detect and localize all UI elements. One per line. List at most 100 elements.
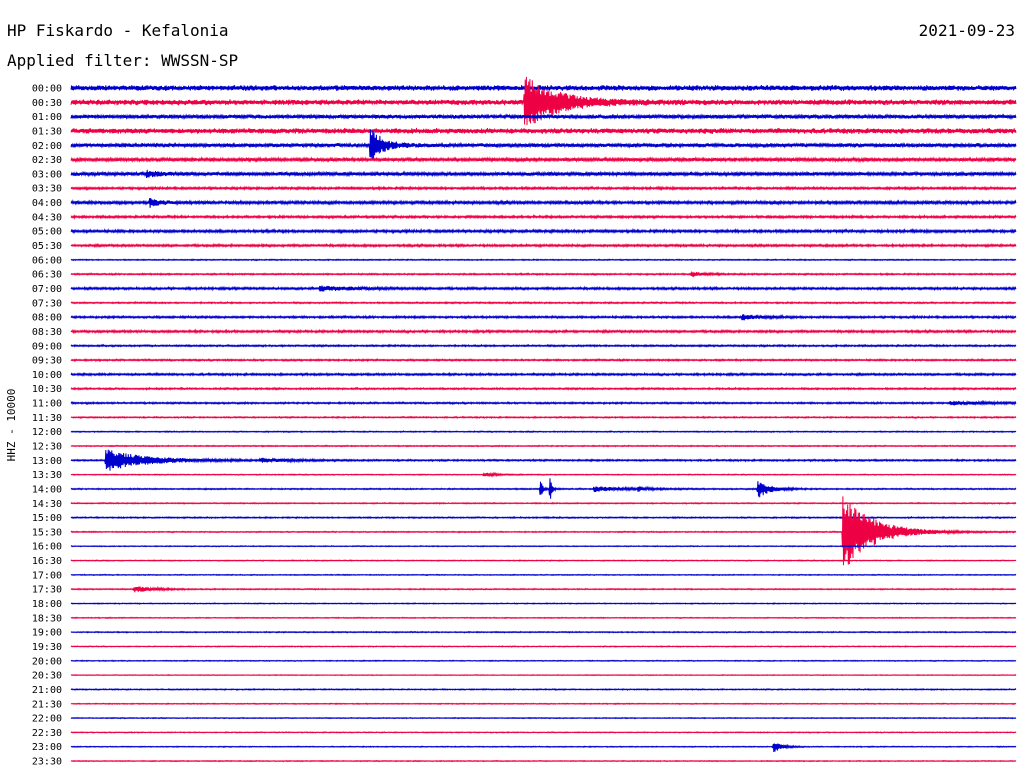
row-time-label: 07:30 bbox=[32, 298, 62, 309]
row-time-label: 00:30 bbox=[32, 98, 62, 109]
seismic-trace bbox=[70, 444, 1017, 448]
row-time-label: 09:00 bbox=[32, 341, 62, 352]
seismic-trace bbox=[70, 573, 1017, 577]
row-time-label: 13:30 bbox=[32, 470, 62, 481]
row-time-label: 23:00 bbox=[32, 742, 62, 753]
seismic-trace bbox=[70, 343, 1017, 349]
row-time-label: 04:30 bbox=[32, 212, 62, 223]
seismic-trace bbox=[70, 559, 1017, 562]
seismic-trace bbox=[70, 430, 1017, 434]
row-time-label: 05:00 bbox=[32, 227, 62, 238]
seismic-trace bbox=[70, 300, 1017, 305]
row-time-label: 20:00 bbox=[32, 656, 62, 667]
row-time-label: 04:00 bbox=[32, 198, 62, 209]
row-time-label: 21:30 bbox=[32, 699, 62, 710]
trace-group bbox=[70, 76, 1017, 763]
row-time-label: 02:30 bbox=[32, 155, 62, 166]
seismic-trace bbox=[70, 731, 1017, 734]
seismic-trace bbox=[70, 659, 1017, 663]
seismic-trace bbox=[70, 357, 1017, 363]
row-time-label: 10:00 bbox=[32, 370, 62, 381]
row-time-label: 18:00 bbox=[32, 599, 62, 610]
seismic-trace bbox=[70, 501, 1017, 505]
seismic-trace bbox=[70, 687, 1017, 692]
seismic-trace bbox=[70, 185, 1017, 192]
seismic-trace bbox=[70, 129, 1017, 161]
seismic-trace bbox=[70, 645, 1017, 648]
row-time-label: 14:00 bbox=[32, 484, 62, 495]
seismic-trace bbox=[70, 630, 1017, 634]
row-time-label: 13:00 bbox=[32, 456, 62, 467]
row-label-group: 00:00 00:30 01:00 01:30 02:00 02:30 03:00 03:30… bbox=[32, 84, 62, 768]
row-time-label: 11:30 bbox=[32, 413, 62, 424]
row-time-label: 22:00 bbox=[32, 714, 62, 725]
seismic-trace bbox=[70, 602, 1017, 605]
seismic-trace bbox=[70, 227, 1017, 235]
row-time-label: 15:30 bbox=[32, 527, 62, 538]
seismic-trace bbox=[70, 415, 1017, 420]
row-time-label: 03:00 bbox=[32, 169, 62, 180]
seismic-trace bbox=[70, 258, 1017, 262]
seismic-trace bbox=[70, 169, 1017, 179]
row-time-label: 06:00 bbox=[32, 255, 62, 266]
row-time-label: 14:30 bbox=[32, 499, 62, 510]
seismic-trace bbox=[70, 386, 1017, 391]
row-time-label: 19:30 bbox=[32, 642, 62, 653]
row-time-label: 11:00 bbox=[32, 399, 62, 410]
seismic-trace bbox=[70, 743, 1017, 753]
date-label: 2021-09-23 bbox=[919, 21, 1015, 40]
seismic-trace bbox=[70, 616, 1017, 620]
seismic-trace bbox=[70, 213, 1017, 221]
seismic-trace bbox=[70, 515, 1017, 520]
row-time-label: 01:30 bbox=[32, 126, 62, 137]
row-time-label: 02:00 bbox=[32, 141, 62, 152]
row-time-label: 17:30 bbox=[32, 585, 62, 596]
seismic-trace bbox=[70, 449, 1017, 471]
seismic-trace bbox=[70, 76, 1017, 126]
seismic-trace bbox=[70, 759, 1017, 763]
seismic-trace bbox=[70, 198, 1017, 208]
filter-label: Applied filter: WWSSN-SP bbox=[7, 51, 238, 70]
row-time-label: 19:00 bbox=[32, 628, 62, 639]
seismic-trace bbox=[70, 673, 1017, 677]
seismic-trace bbox=[70, 471, 1017, 478]
seismic-trace bbox=[70, 371, 1017, 378]
row-time-label: 09:30 bbox=[32, 356, 62, 367]
seismic-trace bbox=[70, 242, 1017, 249]
row-time-label: 16:00 bbox=[32, 542, 62, 553]
seismic-trace bbox=[70, 328, 1017, 335]
seismic-trace bbox=[70, 127, 1017, 135]
seismic-trace bbox=[70, 314, 1017, 321]
row-time-label: 15:00 bbox=[32, 513, 62, 524]
row-time-label: 08:30 bbox=[32, 327, 62, 338]
row-time-label: 00:00 bbox=[32, 84, 62, 95]
seismic-trace bbox=[70, 113, 1017, 121]
row-time-label: 23:30 bbox=[32, 757, 62, 768]
row-time-label: 01:00 bbox=[32, 112, 62, 123]
row-time-label: 18:30 bbox=[32, 613, 62, 624]
seismic-trace bbox=[70, 271, 1017, 277]
seismic-trace bbox=[70, 84, 1017, 92]
seismic-trace bbox=[70, 399, 1017, 407]
row-time-label: 16:30 bbox=[32, 556, 62, 567]
row-time-label: 12:30 bbox=[32, 442, 62, 453]
row-time-label: 12:00 bbox=[32, 427, 62, 438]
row-time-label: 20:30 bbox=[32, 671, 62, 682]
row-time-label: 06:30 bbox=[32, 270, 62, 281]
row-time-label: 08:00 bbox=[32, 313, 62, 324]
seismic-trace bbox=[70, 496, 1017, 566]
y-axis-label: HHZ - 10000 bbox=[5, 389, 18, 462]
row-time-label: 21:00 bbox=[32, 685, 62, 696]
row-time-label: 17:00 bbox=[32, 570, 62, 581]
station-title: HP Fiskardo - Kefalonia bbox=[7, 21, 229, 40]
seismic-trace bbox=[70, 702, 1017, 706]
row-time-label: 10:30 bbox=[32, 384, 62, 395]
seismic-trace bbox=[70, 156, 1017, 164]
row-time-label: 07:00 bbox=[32, 284, 62, 295]
row-time-label: 03:30 bbox=[32, 184, 62, 195]
seismic-trace bbox=[70, 478, 1017, 499]
seismic-trace bbox=[70, 716, 1017, 720]
seismic-trace bbox=[70, 585, 1017, 593]
row-time-label: 22:30 bbox=[32, 728, 62, 739]
